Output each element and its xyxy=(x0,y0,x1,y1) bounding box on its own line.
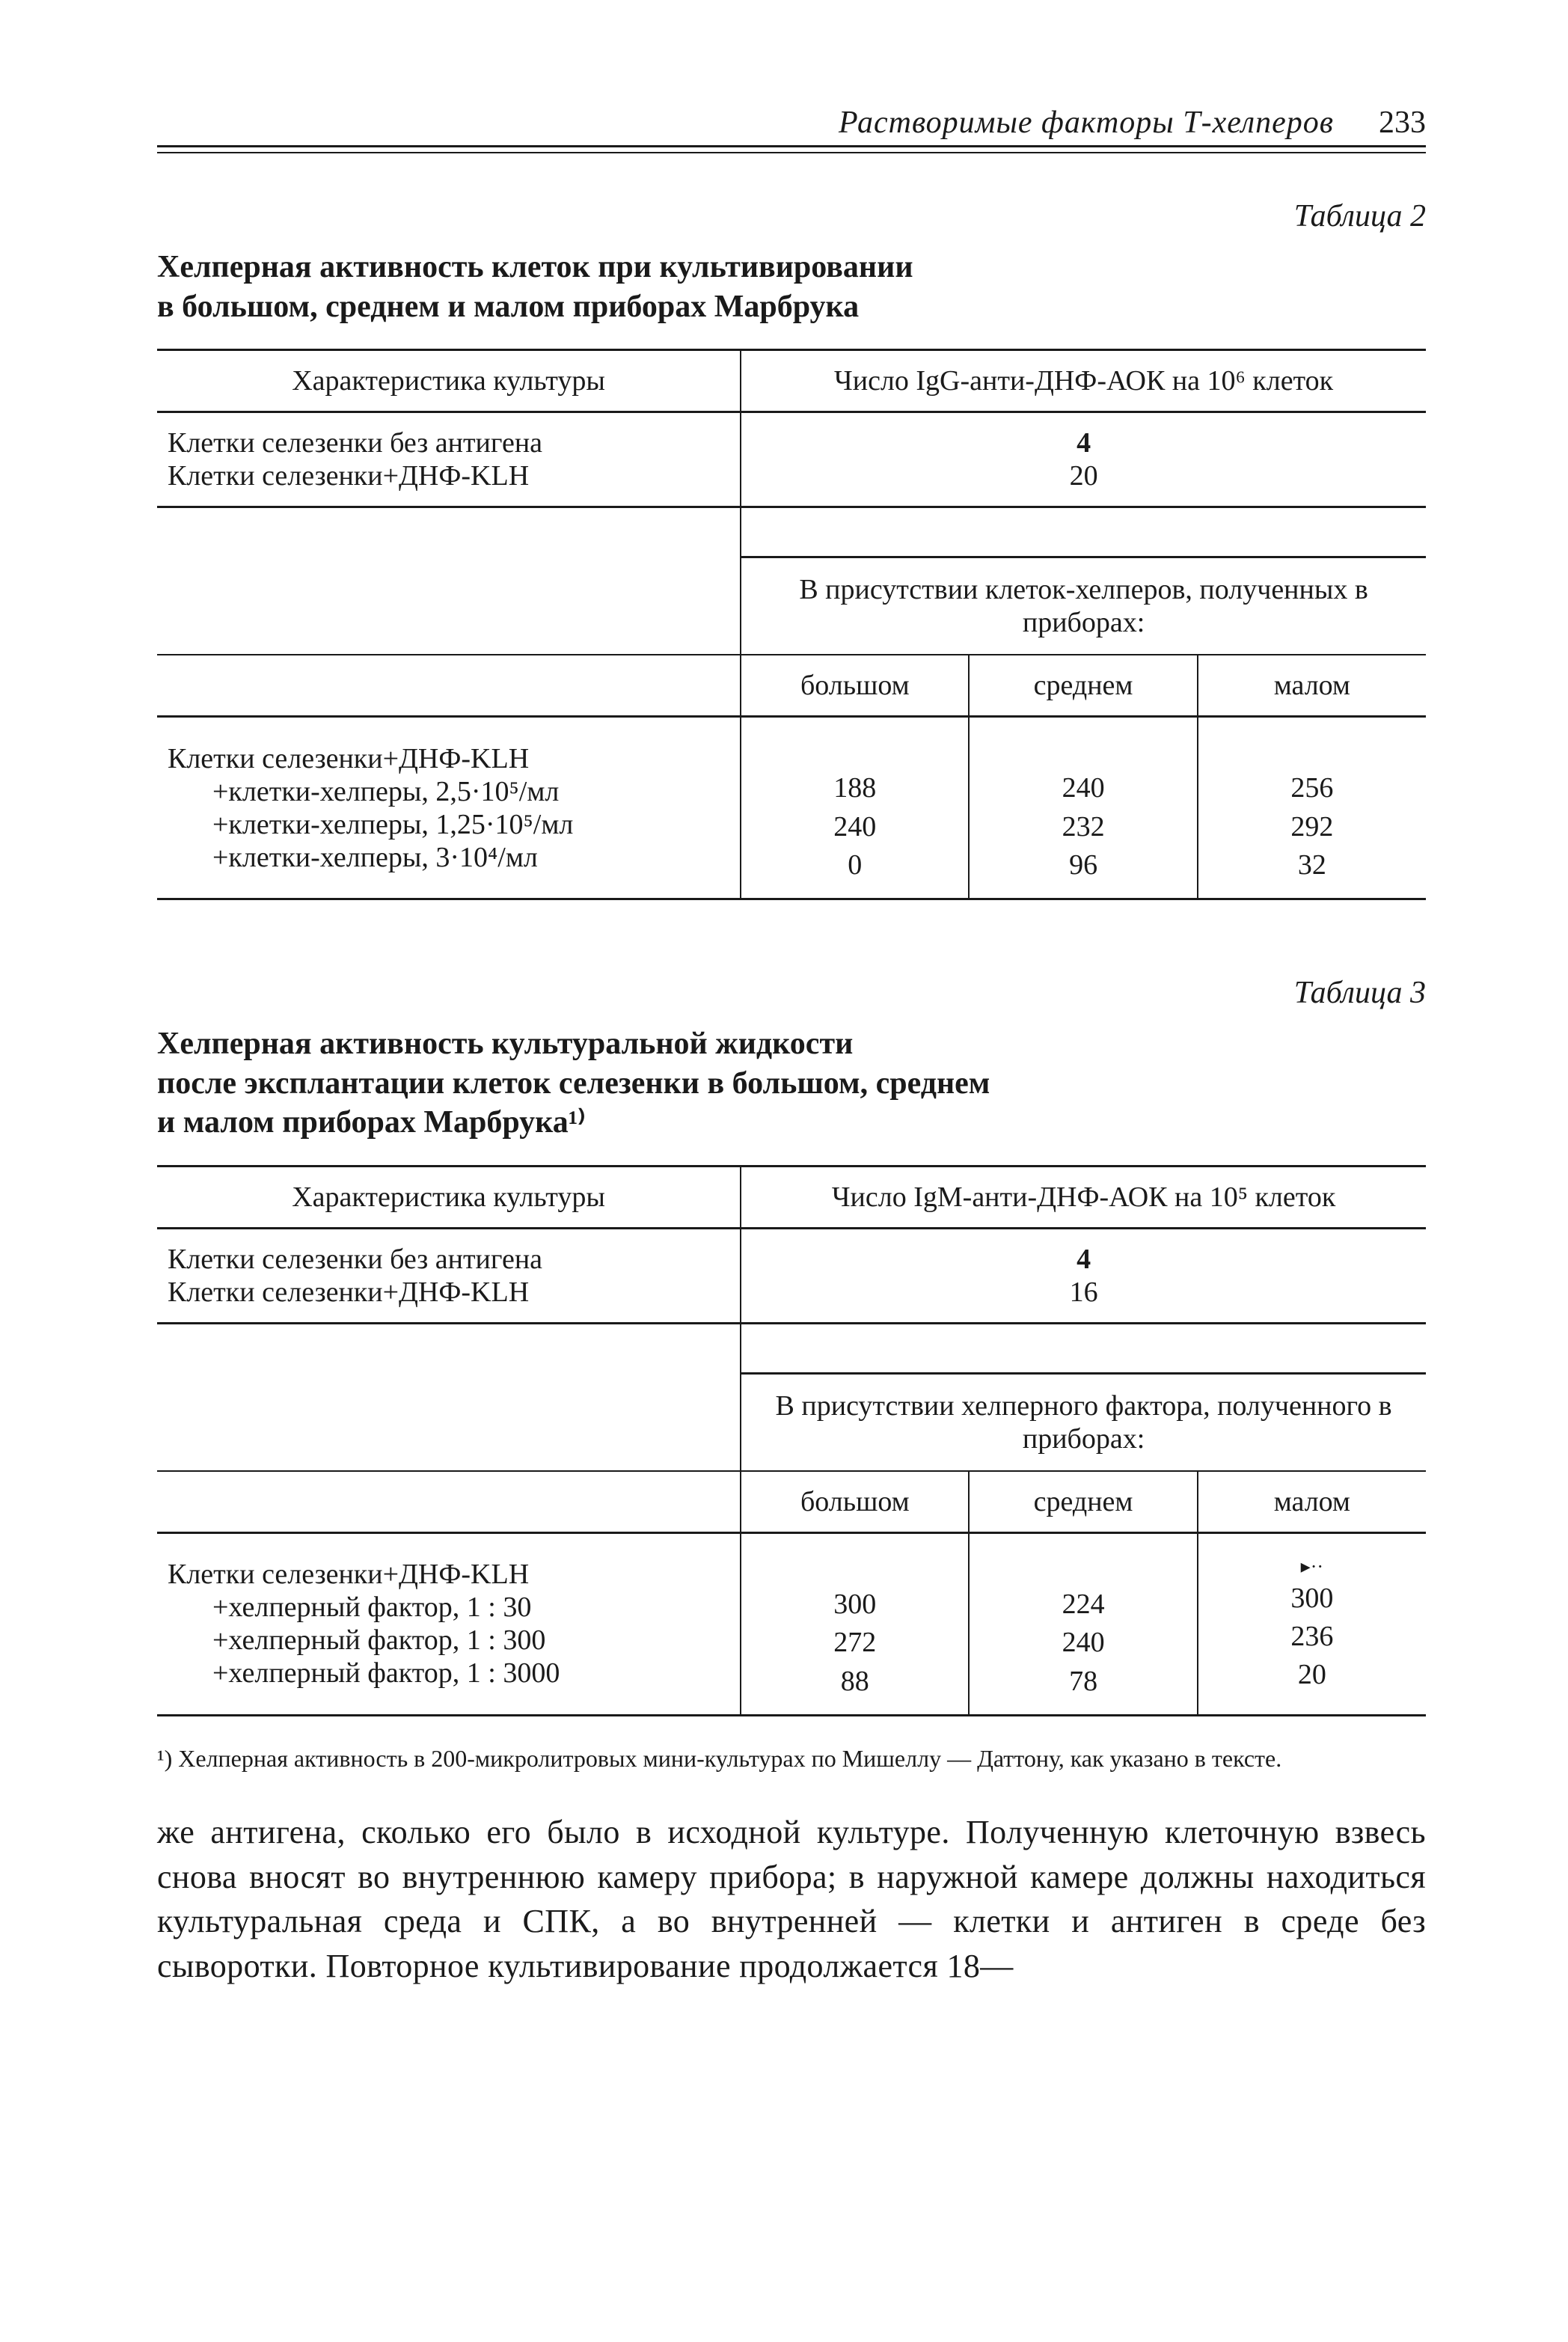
table3-vals-col1: 300 272 88 xyxy=(741,1532,969,1715)
table2-subcol-1: большом xyxy=(741,655,969,717)
table2-base-rows: Клетки селезенки без антигена Клетки сел… xyxy=(157,412,1426,507)
t3c2r2: 240 xyxy=(980,1624,1186,1662)
table3-caption-line3: и малом приборах Марбрука¹⁾ xyxy=(157,1103,1426,1143)
t2c2r1: 240 xyxy=(980,769,1186,807)
table3-base-rows: Клетки селезенки без антигена Клетки сел… xyxy=(157,1228,1426,1323)
table2-subheader: В присутствии клеток-хелперов, полученны… xyxy=(741,557,1426,655)
t2c1r2: 240 xyxy=(752,808,958,846)
t3c1r3: 88 xyxy=(752,1663,958,1701)
table2-row-b-val: 20 xyxy=(1070,460,1098,492)
table3-vals-col2: 224 240 78 xyxy=(969,1532,1197,1715)
t2c2r2: 232 xyxy=(980,808,1186,846)
running-head: Растворимые факторы Т-хелперов 233 xyxy=(157,105,1426,147)
page-number: 233 xyxy=(1379,105,1426,141)
table3-subcol-1: большом xyxy=(741,1471,969,1533)
table3-col-left: Характеристика культуры xyxy=(157,1166,741,1228)
table3-subcol-2: среднем xyxy=(969,1471,1197,1533)
running-title: Растворимые факторы Т-хелперов xyxy=(839,105,1334,141)
footnote: ¹) Хелперная активность в 200-микролитро… xyxy=(157,1743,1426,1775)
t3c1r1: 300 xyxy=(752,1586,958,1624)
table3-col-right: Число IgM-анти-ДНФ-АОК на 10⁵ клеток xyxy=(741,1166,1426,1228)
t2c1r3: 0 xyxy=(752,846,958,884)
t2c2r3: 96 xyxy=(980,846,1186,884)
table2-data-label-main: Клетки селезенки+ДНФ-KLH xyxy=(168,743,529,774)
running-head-rule xyxy=(157,152,1426,153)
table3-subcols-row: большом среднем малом xyxy=(157,1471,1426,1533)
table2-base-values: 4 20 xyxy=(741,412,1426,507)
table2-col-right: Число IgG-анти-ДНФ-АОК на 10⁶ клеток xyxy=(741,350,1426,412)
t3c2r3: 78 xyxy=(980,1663,1186,1701)
page: Растворимые факторы Т-хелперов 233 Табли… xyxy=(0,0,1568,2342)
table2-subcol-2: среднем xyxy=(969,655,1197,717)
table3-label: Таблица 3 xyxy=(157,975,1426,1011)
table3-caption-line2: после эксплантации клеток селезенки в бо… xyxy=(157,1064,1426,1104)
table3-subcol-3: малом xyxy=(1198,1471,1426,1533)
table2-data-label-sub2: +клетки-хелперы, 1,25·10⁵/мл xyxy=(168,808,729,841)
table2-vals-col3: 256 292 32 xyxy=(1198,717,1426,899)
table2: Характеристика культуры Число IgG-анти-Д… xyxy=(157,349,1426,900)
table3-data-row: Клетки селезенки+ДНФ-KLH +хелперный факт… xyxy=(157,1532,1426,1715)
table3: Характеристика культуры Число IgM-анти-Д… xyxy=(157,1165,1426,1716)
table3-caption: Хелперная активность культуральной жидко… xyxy=(157,1024,1426,1143)
table2-caption: Хелперная активность клеток при культиви… xyxy=(157,248,1426,326)
t3c3r1: 300 xyxy=(1209,1580,1415,1618)
table3-row-a-label: Клетки селезенки без антигена xyxy=(168,1244,542,1275)
table2-header-row: Характеристика культуры Число IgG-анти-Д… xyxy=(157,350,1426,412)
t2c3r1: 256 xyxy=(1209,769,1415,807)
body-paragraph: же антигена, сколько его было в исходной… xyxy=(157,1810,1426,1988)
table3-header-row: Характеристика культуры Число IgM-анти-Д… xyxy=(157,1166,1426,1228)
table2-caption-line1: Хелперная активность клеток при культиви… xyxy=(157,248,1426,287)
table2-vals-col2: 240 232 96 xyxy=(969,717,1197,899)
t3c2r1: 224 xyxy=(980,1586,1186,1624)
t3c3r3: 20 xyxy=(1209,1656,1415,1694)
table2-data-label-sub3: +клетки-хелперы, 3·10⁴/мл xyxy=(168,841,729,874)
table2-row-a-val: 4 xyxy=(1077,427,1091,459)
table3-data-labels: Клетки селезенки+ДНФ-KLH +хелперный факт… xyxy=(157,1532,741,1715)
table3-row-b-label: Клетки селезенки+ДНФ-KLH xyxy=(168,1277,529,1308)
table2-data-row: Клетки селезенки+ДНФ-KLH +клетки-хелперы… xyxy=(157,717,1426,899)
table2-caption-line2: в большом, среднем и малом приборах Марб… xyxy=(157,287,1426,327)
table2-base-labels: Клетки селезенки без антигена Клетки сел… xyxy=(157,412,741,507)
table3-data-label-sub2: +хелперный фактор, 1 : 300 xyxy=(168,1624,729,1657)
table2-col-left: Характеристика культуры xyxy=(157,350,741,412)
table2-vals-col1: 188 240 0 xyxy=(741,717,969,899)
table3-data-label-sub1: +хелперный фактор, 1 : 30 xyxy=(168,1591,729,1624)
table3-row-a-val: 4 xyxy=(1077,1244,1091,1275)
t2c1r1: 188 xyxy=(752,769,958,807)
table2-subcol-3: малом xyxy=(1198,655,1426,717)
t2c3r3: 32 xyxy=(1209,846,1415,884)
table3-row-b-val: 16 xyxy=(1070,1277,1098,1308)
t2c3r2: 292 xyxy=(1209,808,1415,846)
table3-base-values: 4 16 xyxy=(741,1228,1426,1323)
table2-data-label-sub1: +клетки-хелперы, 2,5·10⁵/мл xyxy=(168,775,729,808)
table2-subheader-row: В присутствии клеток-хелперов, полученны… xyxy=(157,557,1426,655)
table3-subheader: В присутствии хелперного фактора, получе… xyxy=(741,1373,1426,1471)
table3-data-label-sub3: +хелперный фактор, 1 : 3000 xyxy=(168,1657,729,1690)
table2-label: Таблица 2 xyxy=(157,198,1426,234)
table3-base-labels: Клетки селезенки без антигена Клетки сел… xyxy=(157,1228,741,1323)
t3c3r2: 236 xyxy=(1209,1618,1415,1656)
table2-data-labels: Клетки селезенки+ДНФ-KLH +клетки-хелперы… xyxy=(157,717,741,899)
table2-row-a-label: Клетки селезенки без антигена xyxy=(168,427,542,459)
table3-data-label-main: Клетки селезенки+ДНФ-KLH xyxy=(168,1559,529,1590)
table3-subheader-row: В присутствии хелперного фактора, получе… xyxy=(157,1373,1426,1471)
table3-caption-line1: Хелперная активность культуральной жидко… xyxy=(157,1024,1426,1064)
table2-subcols-row: большом среднем малом xyxy=(157,655,1426,717)
table3-vals-col3: ▸·· 300 236 20 xyxy=(1198,1532,1426,1715)
t3c1r2: 272 xyxy=(752,1624,958,1662)
table2-row-b-label: Клетки селезенки+ДНФ-KLH xyxy=(168,460,529,492)
